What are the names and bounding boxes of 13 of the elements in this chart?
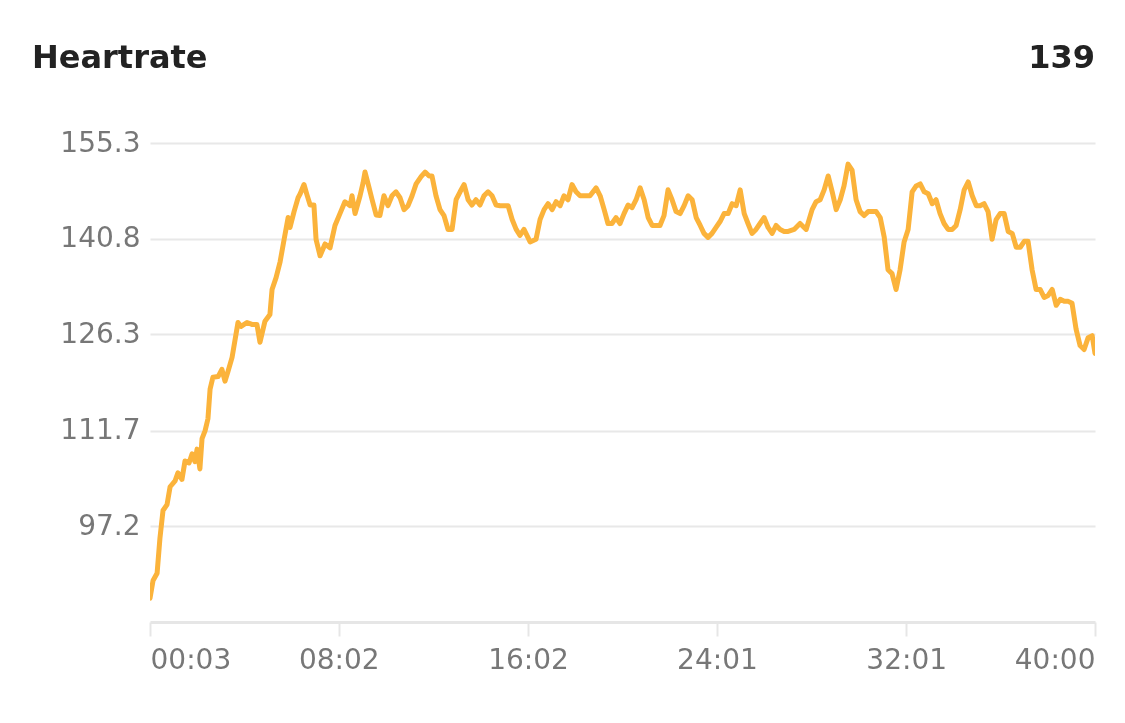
y-tick-label: 140.8 — [60, 221, 141, 255]
x-tick-label: 24:01 — [677, 642, 758, 676]
chart-title: Heartrate — [32, 38, 208, 76]
text: 139 — [1028, 38, 1095, 76]
y-tick-label: 97.2 — [78, 508, 141, 542]
x-tick-label: 40:00 — [1014, 642, 1096, 676]
x-tick-label: 16:02 — [488, 642, 569, 676]
x-tick-label: 32:01 — [866, 642, 948, 676]
y-tick-label: 111.7 — [60, 413, 141, 447]
y-tick-label: 126.3 — [60, 316, 141, 350]
y-tick-label: 155.3 — [60, 125, 141, 159]
x-tick-label: 08:02 — [298, 642, 380, 676]
x-tick-label: 00:03 — [150, 642, 232, 676]
